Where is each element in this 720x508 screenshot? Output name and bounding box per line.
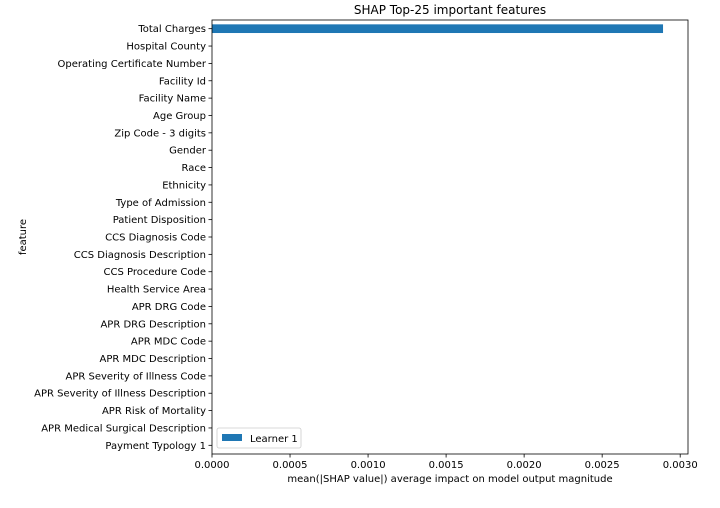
y-tick-label: APR MDC Description xyxy=(100,354,206,365)
x-tick-label: 0.0015 xyxy=(429,460,464,471)
x-tick-label: 0.0000 xyxy=(195,460,230,471)
y-axis-label: feature xyxy=(18,219,29,255)
y-tick-label: APR Severity of Illness Code xyxy=(66,371,207,382)
y-tick-label: Zip Code - 3 digits xyxy=(114,128,206,139)
x-axis-label: mean(|SHAP value|) average impact on mod… xyxy=(287,474,612,485)
x-tick-label: 0.0025 xyxy=(585,460,620,471)
x-tick-label: 0.0020 xyxy=(507,460,542,471)
x-tick-label: 0.0010 xyxy=(351,460,386,471)
y-tick-label: APR Severity of Illness Description xyxy=(34,389,206,400)
plot-frame xyxy=(211,19,689,455)
y-tick-label: Operating Certificate Number xyxy=(58,59,207,70)
y-tick-label: Type of Admission xyxy=(115,198,206,209)
y-tick-label: Facility Name xyxy=(139,94,206,105)
y-tick-label: APR DRG Code xyxy=(132,302,206,313)
y-tick-label: APR Medical Surgical Description xyxy=(41,423,206,434)
bar xyxy=(212,24,664,34)
y-tick-label: APR MDC Code xyxy=(131,337,206,348)
y-tick-label: Hospital County xyxy=(126,42,206,53)
chart-title: SHAP Top-25 important features xyxy=(354,3,546,17)
legend-box xyxy=(216,427,302,449)
y-tick-label: CCS Procedure Code xyxy=(103,267,206,278)
x-tick-label: 0.0005 xyxy=(273,460,308,471)
y-tick-label: Patient Disposition xyxy=(113,215,206,226)
y-tick-label: APR DRG Description xyxy=(100,319,206,330)
y-tick-label: Age Group xyxy=(153,111,206,122)
y-tick-label: Health Service Area xyxy=(107,285,206,296)
y-tick-label: Total Charges xyxy=(137,24,206,35)
y-tick-label: CCS Diagnosis Code xyxy=(105,233,206,244)
legend-label: Learner 1 xyxy=(250,434,298,445)
y-tick-label: Ethnicity xyxy=(162,180,206,191)
y-tick-label: Facility Id xyxy=(159,76,206,87)
x-axis-ticks: 0.0000 0.0005 0.0010 0.0015 0.0020 0.0025 0.00… xyxy=(195,454,698,471)
y-tick-label: Payment Typology 1 xyxy=(105,441,206,452)
y-tick-label: APR Risk of Mortality xyxy=(102,406,206,417)
legend-swatch xyxy=(222,434,242,441)
y-tick-label: Gender xyxy=(169,146,207,157)
y-axis-ticks: Total Charges Hospital County Operating Ce… xyxy=(34,24,212,452)
y-tick-label: CCS Diagnosis Description xyxy=(74,250,206,261)
y-tick-label: Race xyxy=(181,163,206,174)
x-tick-label: 0.0030 xyxy=(663,460,698,471)
bars-layer xyxy=(212,24,664,34)
legend: Learner 1 xyxy=(216,427,302,449)
